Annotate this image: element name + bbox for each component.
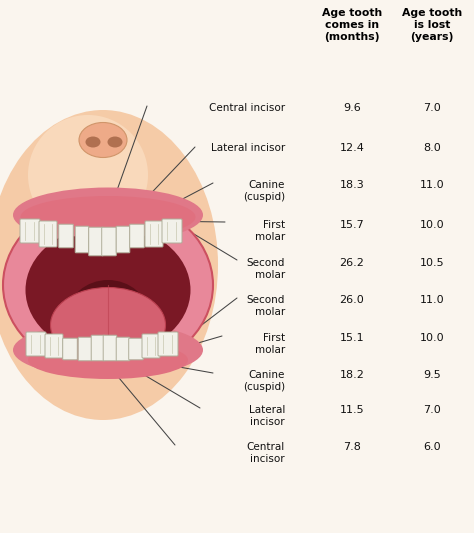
Text: 18.3: 18.3 [340,180,365,190]
Text: 11.5: 11.5 [340,405,365,415]
FancyBboxPatch shape [116,337,130,361]
Text: 8.0: 8.0 [423,143,441,153]
Text: 18.2: 18.2 [339,370,365,380]
Ellipse shape [108,136,122,148]
Text: 26.2: 26.2 [339,258,365,268]
Text: Second
molar: Second molar [246,295,285,317]
Text: 7.0: 7.0 [423,405,441,415]
FancyBboxPatch shape [116,226,130,253]
FancyBboxPatch shape [63,338,77,360]
Text: 12.4: 12.4 [339,143,365,153]
Ellipse shape [13,188,203,243]
FancyBboxPatch shape [89,227,103,256]
Text: 9.5: 9.5 [423,370,441,380]
Text: First
molar: First molar [255,220,285,241]
Text: Age tooth
comes in
(months): Age tooth comes in (months) [322,8,382,42]
Ellipse shape [26,225,191,355]
FancyBboxPatch shape [39,221,57,247]
Text: 7.0: 7.0 [423,103,441,113]
Text: 10.0: 10.0 [419,333,444,343]
FancyBboxPatch shape [103,335,117,361]
FancyBboxPatch shape [45,334,63,358]
Ellipse shape [13,322,203,377]
FancyBboxPatch shape [59,224,73,248]
Text: Lateral
incisor: Lateral incisor [249,405,285,426]
FancyBboxPatch shape [26,332,46,356]
Text: 11.0: 11.0 [419,295,444,305]
FancyBboxPatch shape [129,338,143,360]
Ellipse shape [20,196,195,238]
Text: 11.0: 11.0 [419,180,444,190]
Text: Canine
(cuspid): Canine (cuspid) [243,180,285,201]
Ellipse shape [68,280,148,350]
Ellipse shape [51,287,165,362]
FancyBboxPatch shape [75,226,89,253]
FancyBboxPatch shape [142,334,160,358]
Text: Central
incisor: Central incisor [247,442,285,464]
Text: Age tooth
is lost
(years): Age tooth is lost (years) [402,8,462,42]
FancyBboxPatch shape [102,227,116,256]
Text: 15.7: 15.7 [340,220,365,230]
FancyBboxPatch shape [91,335,105,361]
Ellipse shape [79,123,127,157]
Text: 7.8: 7.8 [343,442,361,452]
Ellipse shape [3,198,213,373]
FancyBboxPatch shape [158,332,178,356]
Text: 10.5: 10.5 [419,258,444,268]
Ellipse shape [85,136,100,148]
Text: First
molar: First molar [255,333,285,354]
Text: 10.0: 10.0 [419,220,444,230]
FancyBboxPatch shape [145,221,163,247]
Ellipse shape [0,110,218,420]
FancyBboxPatch shape [162,219,182,243]
Text: Canine
(cuspid): Canine (cuspid) [243,370,285,392]
Text: 26.0: 26.0 [340,295,365,305]
Text: 9.6: 9.6 [343,103,361,113]
Text: 6.0: 6.0 [423,442,441,452]
Text: Second
molar: Second molar [246,258,285,280]
Ellipse shape [28,115,148,235]
Text: 15.1: 15.1 [340,333,365,343]
Text: Lateral incisor: Lateral incisor [211,143,285,153]
FancyBboxPatch shape [20,219,40,243]
FancyBboxPatch shape [78,337,92,361]
Ellipse shape [28,341,188,379]
Text: Central incisor: Central incisor [209,103,285,113]
FancyBboxPatch shape [130,224,144,248]
